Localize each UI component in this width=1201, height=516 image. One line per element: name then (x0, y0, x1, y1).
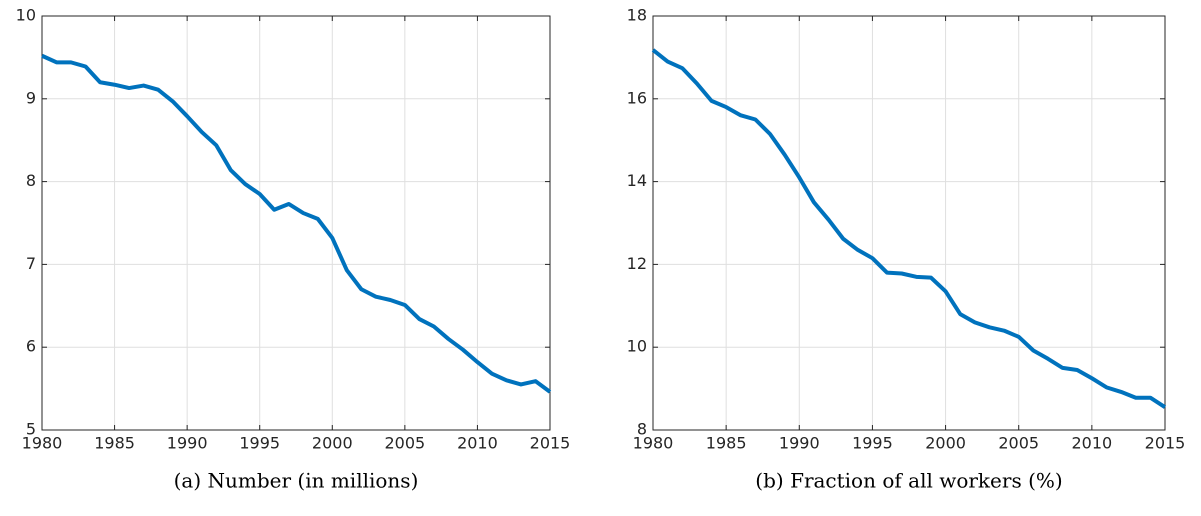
axes-box (41, 15, 551, 431)
x-tick-label: 2015 (1145, 434, 1186, 453)
y-tick-label: 8 (637, 420, 647, 439)
y-tick-label: 7 (26, 254, 36, 273)
x-tick-label: 1995 (239, 434, 280, 453)
y-tick-label: 10 (16, 6, 36, 25)
x-axis-label: (b) Fraction of all workers (%) (755, 469, 1062, 493)
x-tick-label: 1990 (779, 434, 820, 453)
x-tick-label: 2000 (312, 434, 353, 453)
x-tick-label: 2005 (384, 434, 425, 453)
x-tick-label: 2010 (457, 434, 498, 453)
y-tick-label: 8 (26, 171, 36, 190)
y-tick-label: 12 (627, 254, 647, 273)
y-tick-label: 14 (627, 171, 647, 190)
x-tick-label: 1985 (706, 434, 747, 453)
x-tick-label: 2015 (530, 434, 571, 453)
plot-area (42, 16, 550, 430)
y-tick-label: 6 (26, 337, 36, 356)
y-tick-label: 9 (26, 88, 36, 107)
y-tick-label: 16 (627, 88, 647, 107)
data-line (41, 53, 552, 394)
x-tick-label: 1990 (167, 434, 208, 453)
x-tick-label: 1980 (633, 434, 674, 453)
x-tick-label: 2010 (1071, 434, 1112, 453)
y-tick-label: 18 (627, 6, 647, 25)
x-tick-label: 2000 (925, 434, 966, 453)
x-tick-label: 1985 (94, 434, 135, 453)
y-tick-label: 5 (26, 420, 36, 439)
data-line (651, 48, 1167, 409)
x-tick-label: 1980 (22, 434, 63, 453)
plot-area (653, 16, 1165, 430)
x-tick-label: 1995 (852, 434, 893, 453)
axes-box (652, 15, 1166, 431)
x-axis-label: (a) Number (in millions) (174, 469, 419, 493)
x-tick-label: 2005 (998, 434, 1039, 453)
y-tick-label: 10 (627, 337, 647, 356)
